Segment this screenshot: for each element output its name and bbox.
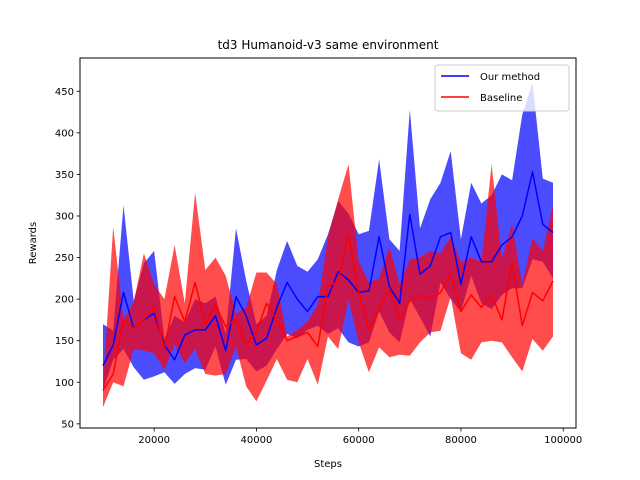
y-tick-label: 250 [55,253,74,264]
y-axis-ticks: 50 100 150 200 250 300 350 400 450 [55,87,80,430]
legend: Our method Baseline [434,64,570,112]
plot-frame [79,57,577,429]
y-tick-label: 150 [55,336,74,347]
x-axis-ticks: 20000 40000 60000 80000 100000 [138,428,582,446]
y-tick-label: 350 [55,170,74,181]
y-tick-label: 450 [55,87,74,98]
chart-title: td3 Humanoid-v3 same environment [218,38,439,52]
x-tick-label: 100000 [544,435,582,446]
band-baseline [103,164,553,408]
x-tick-label: 40000 [241,435,273,446]
x-tick-label: 80000 [445,435,477,446]
confidence-bands [103,82,553,408]
y-tick-label: 50 [61,419,74,430]
legend-label-our-method: Our method [480,72,540,83]
legend-label-baseline: Baseline [480,93,522,104]
y-tick-label: 300 [55,211,74,222]
y-axis-label: Rewards [28,222,39,264]
x-axis-label: Steps [314,459,342,470]
x-tick-label: 20000 [138,435,170,446]
y-tick-label: 400 [55,128,74,139]
series-lines [102,171,554,391]
x-tick-label: 60000 [343,435,375,446]
y-tick-label: 200 [55,295,74,306]
y-tick-label: 100 [55,378,74,389]
